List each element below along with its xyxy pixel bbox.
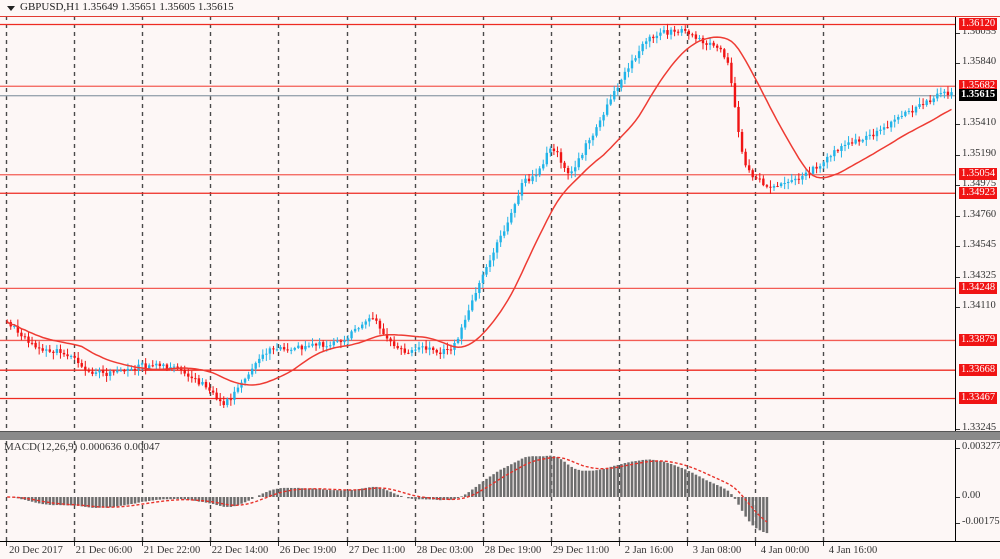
time-tick: [415, 542, 416, 546]
title-underline: [0, 16, 1000, 17]
price-level-label[interactable]: 1.33879: [959, 333, 998, 346]
price-level-label[interactable]: 1.34923: [959, 186, 998, 199]
time-tick: [210, 542, 211, 546]
price-tick: [956, 307, 960, 309]
time-tick-label: 4 Jan 00:00: [760, 545, 810, 556]
time-tick-label: 28 Dec 03:00: [416, 545, 474, 556]
price-tick-label: 1.34545: [962, 239, 997, 251]
macd-tick: [956, 523, 960, 525]
price-level-label[interactable]: 1.34248: [959, 281, 998, 294]
chart-titlebar: GBPUSD,H1 1.35649 1.35651 1.35605 1.3561…: [0, 0, 1000, 16]
time-tick-label: 3 Jan 08:00: [692, 545, 742, 556]
price-tick: [956, 155, 960, 157]
time-axis[interactable]: 20 Dec 2017 21 Dec 06:00 21 Dec 22:00 22 De…: [0, 542, 955, 559]
macd-tick: [956, 448, 960, 449]
price-chart-svg: [0, 0, 955, 438]
macd-tick-label: -0.00175: [962, 516, 1000, 528]
price-tick-label: 1.34975: [962, 178, 997, 190]
time-axis-line: [0, 541, 1000, 542]
price-tick-label: 1.34325: [962, 270, 997, 282]
time-tick-label: 29 Dec 11:00: [552, 545, 610, 556]
time-tick: [347, 542, 348, 546]
price-level-label[interactable]: 1.36120: [959, 18, 998, 30]
triangle-down-icon[interactable]: [7, 6, 15, 11]
price-tick: [956, 277, 960, 279]
candlestick-series: [6, 23, 953, 408]
time-tick: [823, 542, 824, 546]
price-tick-label: 1.35410: [962, 117, 997, 129]
time-tick: [687, 542, 688, 546]
macd-tick-label: 0.003277: [962, 441, 1000, 452]
time-tick: [551, 542, 552, 546]
price-tick: [956, 215, 960, 217]
price-tick: [956, 246, 960, 248]
time-tick-label: 21 Dec 22:00: [143, 545, 201, 556]
price-tick: [956, 63, 960, 65]
time-tick-label: 27 Dec 11:00: [348, 545, 406, 556]
current-price-label: 1.35615: [959, 89, 998, 102]
time-tick-label: 20 Dec 2017: [9, 545, 63, 556]
price-level-label[interactable]: 1.35682: [959, 79, 998, 92]
time-tick: [142, 542, 143, 546]
time-tick-label: 2 Jan 16:00: [624, 545, 674, 556]
price-axis[interactable]: 1.36055 1.35840 1.35410 1.35190 1.34975 1.347…: [956, 0, 1000, 541]
time-tick: [74, 542, 75, 546]
price-tick-label: 1.34760: [962, 208, 997, 220]
time-tick-label: 26 Dec 19:00: [279, 545, 337, 556]
macd-histogram: [13, 455, 769, 534]
price-tick: [956, 124, 960, 126]
time-tick-label: 4 Jan 16:00: [828, 545, 878, 556]
symbol-title: GBPUSD,H1 1.35649 1.35651 1.35605 1.3561…: [20, 1, 234, 13]
price-tick-label: 1.35190: [962, 148, 997, 160]
time-tick-label: 21 Dec 06:00: [75, 545, 133, 556]
time-tick-label: 22 Dec 14:00: [211, 545, 269, 556]
price-tick: [956, 429, 960, 431]
price-level-label[interactable]: 1.33668: [959, 363, 998, 376]
time-tick: [755, 542, 756, 546]
price-tick: [956, 185, 960, 187]
price-axis-line: [955, 0, 956, 541]
price-tick-label: 1.33245: [962, 422, 997, 434]
price-level-label[interactable]: 1.33467: [959, 392, 998, 404]
price-chart-panel[interactable]: [0, 0, 955, 438]
price-tick-label: 1.36055: [962, 26, 997, 38]
macd-signal-line: [7, 456, 768, 523]
price-tick: [956, 33, 960, 35]
price-tick-label: 1.34110: [962, 300, 996, 312]
macd-tick: [956, 497, 960, 498]
price-tick-label: 1.35840: [962, 56, 997, 68]
panel-separator-edge: [0, 431, 1000, 432]
time-tick-label: 28 Dec 19:00: [484, 545, 542, 556]
macd-indicator-label: MACD(12,26,9) 0.000636 0.00047: [4, 441, 160, 453]
time-tick: [6, 542, 7, 546]
macd-chart-svg: [5, 441, 825, 541]
time-tick: [483, 542, 484, 546]
panel-separator: [0, 432, 1000, 440]
time-tick: [619, 542, 620, 546]
price-level-label[interactable]: 1.35054: [959, 168, 998, 181]
macd-panel[interactable]: [0, 441, 955, 541]
time-tick: [278, 542, 279, 546]
macd-tick-label: 0.00: [962, 490, 981, 501]
moving-average-line: [6, 36, 952, 386]
